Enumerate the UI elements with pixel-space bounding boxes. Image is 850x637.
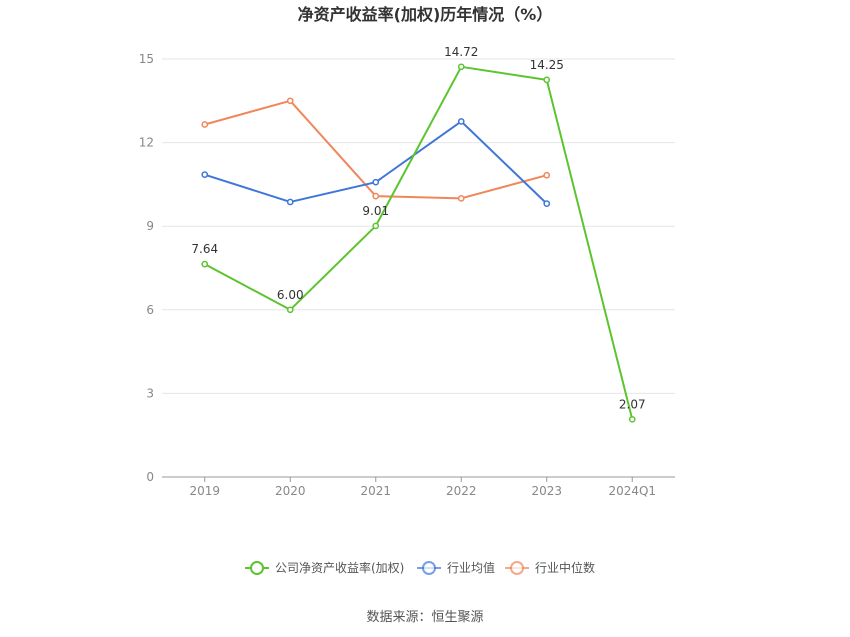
axes: 0 3 6 9 12 15 2019 2020 2021 2022 2023 2024Q1	[139, 52, 675, 498]
data-point	[457, 194, 465, 202]
y-tick-label: 15	[139, 52, 154, 66]
data-label: 2.07	[619, 397, 646, 411]
data-point	[457, 63, 465, 71]
x-tick-label: 2024Q1	[608, 484, 656, 498]
data-point	[201, 121, 209, 128]
data-point	[372, 192, 380, 200]
data-source: 数据来源：恒生聚源	[366, 610, 483, 625]
y-tick-label: 9	[146, 219, 154, 233]
legend-item: 公司净资产收益率(加权)	[245, 560, 404, 575]
legend-item: 行业均值	[417, 560, 495, 575]
y-tick-label: 12	[139, 136, 154, 150]
legend-marker-icon	[422, 561, 436, 575]
chart-title: 净资产收益率(加权)历年情况（%）	[298, 5, 553, 24]
series-line	[204, 65, 634, 420]
data-label: 14.72	[444, 45, 478, 59]
data-point	[201, 260, 209, 268]
y-tick-label: 3	[146, 386, 154, 400]
data-point	[628, 415, 636, 423]
data-labels: 7.64 6.00 9.01 14.72 14.25 2.07	[191, 45, 645, 412]
x-tick-label: 2020	[275, 484, 306, 498]
data-point	[372, 222, 380, 230]
x-tick-label: 2023	[531, 484, 562, 498]
series-line	[204, 120, 548, 205]
data-point	[372, 178, 380, 186]
data-point	[286, 97, 294, 105]
data-point	[457, 118, 465, 125]
data-point	[201, 171, 209, 178]
grid-lines	[162, 58, 675, 394]
data-label: 7.64	[191, 242, 218, 256]
x-tick-label: 2022	[446, 484, 477, 498]
legend-label: 行业中位数	[535, 560, 595, 575]
data-point	[543, 171, 551, 179]
legend-label: 行业均值	[447, 560, 495, 575]
x-tick-label: 2019	[189, 484, 220, 498]
legend-label: 公司净资产收益率(加权)	[275, 560, 404, 575]
data-point	[286, 198, 294, 206]
legend-marker-icon	[250, 561, 264, 575]
data-label: 9.01	[362, 204, 389, 218]
data-point	[286, 306, 294, 314]
data-point	[543, 76, 551, 84]
x-tick-label: 2021	[360, 484, 391, 498]
legend: 公司净资产收益率(加权) 行业均值 行业中位数	[245, 560, 595, 575]
data-point	[543, 200, 551, 207]
series-group	[201, 63, 636, 423]
y-tick-label: 6	[146, 303, 154, 317]
legend-item: 行业中位数	[505, 560, 595, 575]
data-label: 14.25	[530, 58, 564, 72]
legend-marker-icon	[510, 561, 524, 575]
y-tick-label: 0	[146, 470, 154, 484]
data-label: 6.00	[277, 288, 304, 302]
